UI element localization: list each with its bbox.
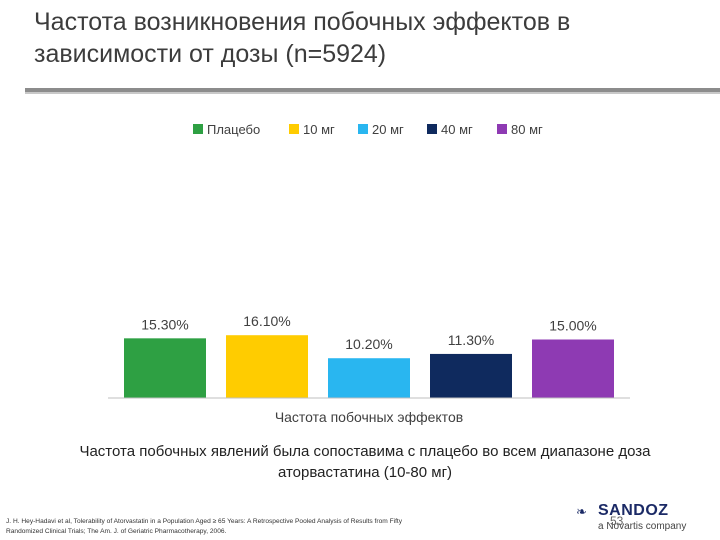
slide-title: Частота возникновения побочных эффектов … xyxy=(34,8,571,68)
dose-side-effects-chart: 15.30% Плацебо 16.10% 10 мг 10.20% 20 мг 11.30… xyxy=(108,122,630,425)
conclusion-text: Частота побочных явлений была сопоставим… xyxy=(79,443,651,481)
legend-label-3: 20 мг xyxy=(372,122,404,137)
legend-swatch-3 xyxy=(358,124,368,134)
page-number: 53 xyxy=(610,514,624,528)
legend-label-5: 80 мг xyxy=(511,122,543,137)
data-label-4: 11.30% xyxy=(448,332,494,348)
sandoz-logo: ❧ SANDOZ a Novartis company xyxy=(572,500,702,536)
logo-name: SANDOZ xyxy=(598,502,669,519)
legend-swatch-1 xyxy=(193,124,203,134)
logo-tagline: a Novartis company xyxy=(598,521,687,532)
bar-1 xyxy=(124,338,206,398)
legend-label-2: 10 мг xyxy=(303,122,335,137)
legend-label-1: Плацебо xyxy=(207,122,260,137)
legend-label-4: 40 мг xyxy=(441,122,473,137)
legend-swatch-2 xyxy=(289,124,299,134)
data-label-3: 10.20% xyxy=(345,336,392,352)
legend-swatch-4 xyxy=(427,124,437,134)
x-axis-label: Частота побочных эффектов xyxy=(275,409,463,425)
sandoz-logo-icon: ❧ xyxy=(576,505,587,520)
reference-footnote: J. H. Hey-Hadavi et al, Tolerability of … xyxy=(6,518,403,535)
title-divider xyxy=(25,88,720,92)
bar-3 xyxy=(328,358,410,398)
data-label-2: 16.10% xyxy=(243,313,290,329)
bar-4 xyxy=(430,353,512,398)
data-label-1: 15.30% xyxy=(141,316,188,332)
legend-swatch-5 xyxy=(497,124,507,134)
bar-2 xyxy=(226,335,308,398)
title-divider-shadow xyxy=(25,92,720,94)
data-label-5: 15.00% xyxy=(549,318,596,334)
bar-5 xyxy=(532,339,614,398)
